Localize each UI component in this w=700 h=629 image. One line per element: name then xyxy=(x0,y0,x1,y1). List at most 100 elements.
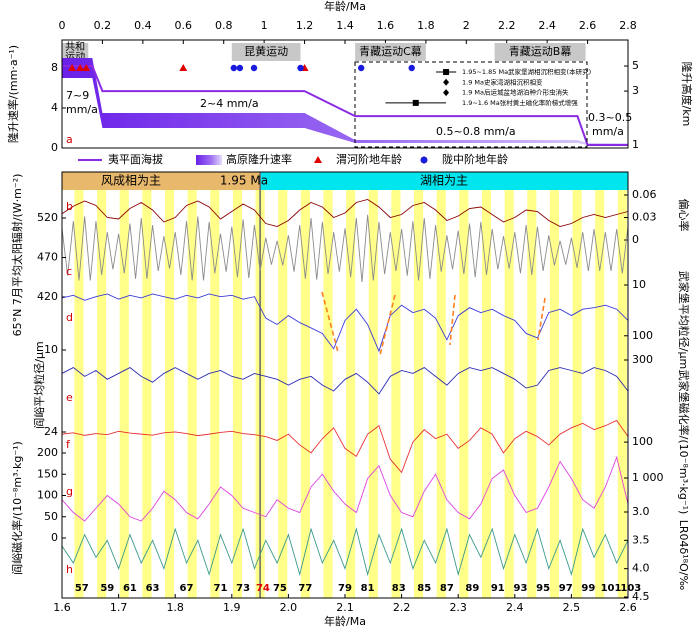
legend-label: 夷平面海拔 xyxy=(108,152,163,166)
mis-label: 79 xyxy=(338,583,352,594)
inset-marker xyxy=(412,99,419,106)
axis-label: 武家堡平均粒径/μm xyxy=(677,271,691,369)
stripe xyxy=(436,190,446,598)
y2-tick-label: 5 xyxy=(632,59,639,72)
event-label: 青藏运动B幕 xyxy=(509,44,572,58)
x-tick-label: 1.9 xyxy=(223,601,241,614)
x-tick-label: 0 xyxy=(59,19,66,32)
mis-label: 63 xyxy=(146,583,160,594)
terrace-marker xyxy=(250,64,258,72)
mis-label: 95 xyxy=(536,583,550,594)
top-panel: 0 0.2 0.4 0.6 0.8 1 1.2 1.4 1.6 1.8 2 2.2 2.4 2.6 2.8 0… xyxy=(51,19,639,166)
y-tick-label: 300 xyxy=(632,353,653,366)
x-tick-label: 2.6 xyxy=(619,601,637,614)
curve-letter: f xyxy=(66,438,71,451)
legend-label: 高原隆升速率 xyxy=(226,152,292,166)
terrace-marker xyxy=(357,64,365,72)
terrace-marker xyxy=(82,64,91,71)
x-tick-label: 1.6 xyxy=(53,601,71,614)
stripe xyxy=(97,190,107,598)
terrace-marker xyxy=(408,64,415,72)
stripe xyxy=(549,190,559,598)
mis-label: 61 xyxy=(123,583,137,594)
stripe xyxy=(572,190,582,598)
y-tick-label: 10 xyxy=(44,343,58,356)
y-tick-label: 3.0 xyxy=(632,505,650,518)
mis-label: 85 xyxy=(417,583,431,594)
terrace-marker xyxy=(297,64,304,72)
x-tick-label: 1.6 xyxy=(377,19,395,32)
y-tick-label: 4.5 xyxy=(632,590,650,603)
axis-label: 65°N 7月平均太阳辐射/(W·m⁻²) xyxy=(10,174,24,337)
annotation: mm/a xyxy=(592,125,624,138)
legend-swatch xyxy=(314,156,322,163)
x-tick-label: 1 xyxy=(261,19,268,32)
x-tick-label: 2.4 xyxy=(506,601,524,614)
mis-label: 97 xyxy=(559,583,573,594)
proxy-curve xyxy=(61,214,629,283)
mis-label: 74 xyxy=(256,583,270,594)
phase-label: 湖相为主 xyxy=(420,173,468,188)
stripe xyxy=(617,190,627,598)
event-label: 青藏运动C幕 xyxy=(359,44,422,58)
stripe xyxy=(187,190,197,598)
link xyxy=(379,294,396,356)
event-box xyxy=(62,43,89,61)
annotation: 0.5~0.8 mm/a xyxy=(436,125,516,138)
curve-letter: e xyxy=(66,391,73,404)
phase-band xyxy=(260,172,628,190)
y2-tick-label: 3 xyxy=(632,84,639,97)
y-tick-label: 470 xyxy=(37,251,58,264)
y-tick-label: 100 xyxy=(632,329,653,342)
y-tick-label: 8 xyxy=(51,61,58,74)
x-tick-label: 2.3 xyxy=(449,601,467,614)
x-tick-label: 0.8 xyxy=(215,19,233,32)
stripe xyxy=(368,190,378,598)
stripe xyxy=(481,190,492,598)
event-box xyxy=(494,43,586,61)
y-tick-label: 200 xyxy=(37,446,58,459)
proxy-curve xyxy=(61,293,629,353)
y-tick-label: 100 xyxy=(37,489,58,502)
mis-label: 57 xyxy=(75,583,89,594)
axis-label: 武家堡磁化率/(10⁻⁸m³·kg⁻¹) xyxy=(677,370,691,515)
x-tick-label: 2.0 xyxy=(280,601,298,614)
x-tick-label: 2.6 xyxy=(579,19,597,32)
stripe xyxy=(210,190,220,598)
stripe xyxy=(459,190,469,598)
stripe xyxy=(278,190,288,598)
inset-label: 1.9 Ma后运城盆地湖泊种介形虫消失 xyxy=(462,88,569,97)
mis-label: 87 xyxy=(440,583,454,594)
link xyxy=(537,297,546,341)
annotation: 7~9 xyxy=(66,89,89,102)
stripe xyxy=(323,190,333,598)
phase-label: 风成相为主 xyxy=(101,174,161,188)
stripe xyxy=(346,190,356,598)
mis-label: 103 xyxy=(620,583,641,594)
mis-label: 77 xyxy=(298,583,312,594)
stripe xyxy=(119,190,129,598)
legend-swatch xyxy=(196,155,222,165)
x-tick-label: 2.2 xyxy=(393,601,411,614)
proxy-curve xyxy=(61,199,629,227)
orange-links xyxy=(321,291,546,356)
y-tick-label: 50 xyxy=(44,510,58,523)
phase-band xyxy=(62,172,261,190)
boundary-label: 1.95 Ma xyxy=(220,174,268,188)
annotation: 2~4 mm/a xyxy=(200,97,259,110)
y-tick-label: 24 xyxy=(44,425,58,438)
curve-letter: h xyxy=(66,563,73,576)
mis-label: 73 xyxy=(236,583,250,594)
x-tick-label: 2 xyxy=(463,19,470,32)
x-tick-label: 2.1 xyxy=(336,601,354,614)
panel-letter: a xyxy=(66,133,73,146)
inset-label: 1.9~1.6 Ma张村黄土磁化率阶梯式增强 xyxy=(462,98,578,107)
stripe xyxy=(74,190,84,598)
link xyxy=(449,294,456,346)
annotation: mm/a xyxy=(66,103,98,116)
inset-marker xyxy=(443,69,450,75)
top-y2-title: 隆升高度/km xyxy=(680,62,694,127)
terrace-marker xyxy=(236,64,244,72)
y-tick-label: 4 xyxy=(51,101,58,114)
legend-swatch xyxy=(420,156,428,164)
